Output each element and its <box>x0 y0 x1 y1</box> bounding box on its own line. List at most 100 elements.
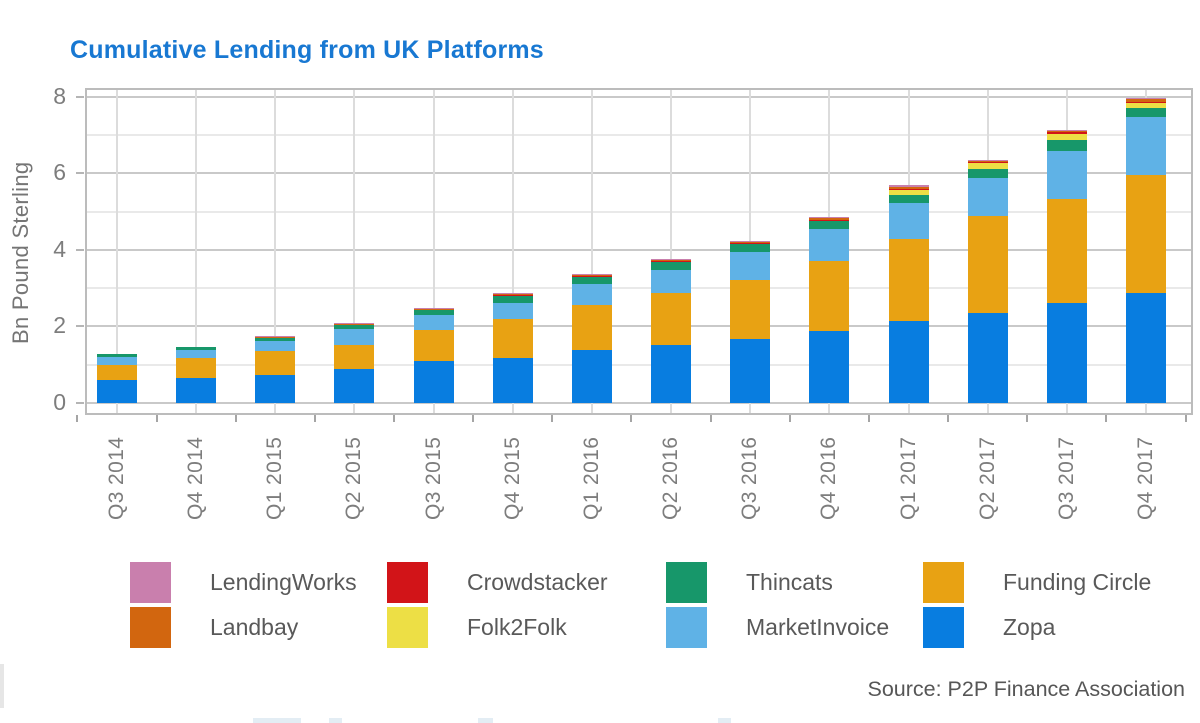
bar-segment-zopa <box>651 345 692 403</box>
bar-segment-landbay <box>730 242 771 244</box>
legend-label-lendingworks: LendingWorks <box>210 569 357 595</box>
y-tick-label: 6 <box>53 159 66 186</box>
legend-swatch-thincats <box>666 562 707 603</box>
bar-segment-lendingworks <box>1125 97 1166 99</box>
bar-segment-crowdstacker <box>809 219 850 222</box>
legend-label-funding-circle: Funding Circle <box>1003 569 1152 595</box>
bar-segment-zopa <box>967 312 1008 403</box>
legend-swatch-crowdstacker <box>387 562 428 603</box>
bar-segment-marketinvoice <box>334 328 375 345</box>
bar-segment-lendingworks <box>492 292 533 294</box>
x-tick-label: Q2 2016 <box>659 436 683 520</box>
x-tick-mark <box>947 415 950 422</box>
x-tick-mark <box>867 415 870 422</box>
x-tick-label: Q1 2015 <box>263 436 287 520</box>
x-tick-label: Q1 2017 <box>896 436 920 520</box>
bar-segment-lendingworks <box>730 240 771 243</box>
bar-segment-funding-circle <box>1125 175 1166 294</box>
gridline-minor <box>87 210 1191 213</box>
bar-segment-folk2folk <box>1125 102 1166 108</box>
bar-segment-thincats <box>730 244 771 253</box>
left-edge-smudge <box>0 664 4 708</box>
gridline-vertical <box>432 90 435 413</box>
x-tick-mark <box>76 415 79 422</box>
bar-segment-thincats <box>651 262 692 270</box>
bar-segment-crowdstacker <box>967 162 1008 164</box>
x-tick-label: Q2 2017 <box>975 436 999 520</box>
gridline-vertical <box>116 90 118 413</box>
bar-segment-zopa <box>809 331 850 403</box>
x-tick-label: Q4 2015 <box>500 436 524 520</box>
bar-segment-crowdstacker <box>1046 132 1087 135</box>
bar-segment-marketinvoice <box>413 314 454 331</box>
legend-swatch-folk2folk <box>387 607 428 648</box>
bar-segment-marketinvoice <box>730 252 771 280</box>
y-tick-mark <box>76 95 84 98</box>
y-tick-label: 4 <box>53 235 66 262</box>
bar-segment-folk2folk <box>1046 134 1087 141</box>
y-tick-label: 2 <box>53 312 66 339</box>
bar-segment-thincats <box>255 337 296 341</box>
bar-segment-landbay <box>571 274 612 276</box>
bar-segment-marketinvoice <box>97 357 137 365</box>
y-tick-mark <box>76 172 84 175</box>
x-tick-label: Q2 2015 <box>342 436 366 520</box>
bar-segment-thincats <box>967 168 1008 179</box>
bar-segment-marketinvoice <box>809 229 850 262</box>
bar-segment-funding-circle <box>651 293 692 346</box>
gridline-vertical <box>353 90 356 413</box>
bar-segment-funding-circle <box>571 305 612 351</box>
x-tick-mark <box>155 415 158 422</box>
bar-segment-thincats <box>413 309 454 315</box>
gridline-vertical <box>511 90 514 413</box>
x-tick-mark <box>313 415 316 422</box>
legend-swatch-funding-circle <box>923 562 964 603</box>
bar-segment-lendingworks <box>967 159 1008 161</box>
bar-segment-landbay <box>967 160 1008 163</box>
legend-swatch-lendingworks <box>130 562 171 603</box>
bar-segment-crowdstacker <box>888 188 929 191</box>
bar-segment-marketinvoice <box>176 349 217 358</box>
x-tick-mark <box>788 415 791 422</box>
bar-segment-crowdstacker <box>1125 101 1166 103</box>
bar-segment-thincats <box>809 221 850 230</box>
bar-segment-lendingworks <box>651 258 692 260</box>
legend-label-landbay: Landbay <box>210 614 299 640</box>
bar-segment-marketinvoice <box>888 203 929 240</box>
bar-segment-funding-circle <box>97 364 137 380</box>
gridline-major <box>87 402 1191 404</box>
x-tick-label: Q3 2016 <box>738 436 762 520</box>
bar-segment-zopa <box>1125 293 1166 403</box>
bar-segment-zopa <box>97 380 137 403</box>
bar-segment-landbay <box>492 293 533 295</box>
gridline-minor <box>87 287 1191 290</box>
x-tick-mark <box>1105 415 1108 422</box>
bar-segment-crowdstacker <box>651 260 692 263</box>
gridline-major <box>87 172 1191 175</box>
x-tick-mark <box>472 415 475 422</box>
x-tick-mark <box>393 415 396 422</box>
legend-swatch-landbay <box>130 607 171 648</box>
bar-segment-lendingworks <box>571 273 612 275</box>
bar-segment-zopa <box>571 350 612 403</box>
legend-label-crowdstacker: Crowdstacker <box>467 569 608 595</box>
chart-title: Cumulative Lending from UK Platforms <box>70 36 544 64</box>
bar-segment-marketinvoice <box>1125 116 1166 176</box>
bar-segment-zopa <box>888 321 929 403</box>
y-tick-label: 0 <box>53 389 66 415</box>
x-tick-label: Q1 2016 <box>579 436 603 520</box>
x-tick-label: Q4 2016 <box>817 436 841 520</box>
bar-segment-funding-circle <box>255 350 296 375</box>
gridline-vertical <box>274 90 277 413</box>
x-tick-mark <box>234 415 237 422</box>
gridline-major <box>87 248 1191 251</box>
y-tick-label: 8 <box>53 82 66 109</box>
bar-segment-funding-circle <box>730 279 771 340</box>
bar-segment-funding-circle <box>413 330 454 362</box>
bar-segment-zopa <box>334 369 375 403</box>
legend-label-thincats: Thincats <box>746 569 833 595</box>
bar-segment-thincats <box>888 195 929 204</box>
y-tick-mark <box>76 325 84 328</box>
plot-area <box>85 88 1193 415</box>
